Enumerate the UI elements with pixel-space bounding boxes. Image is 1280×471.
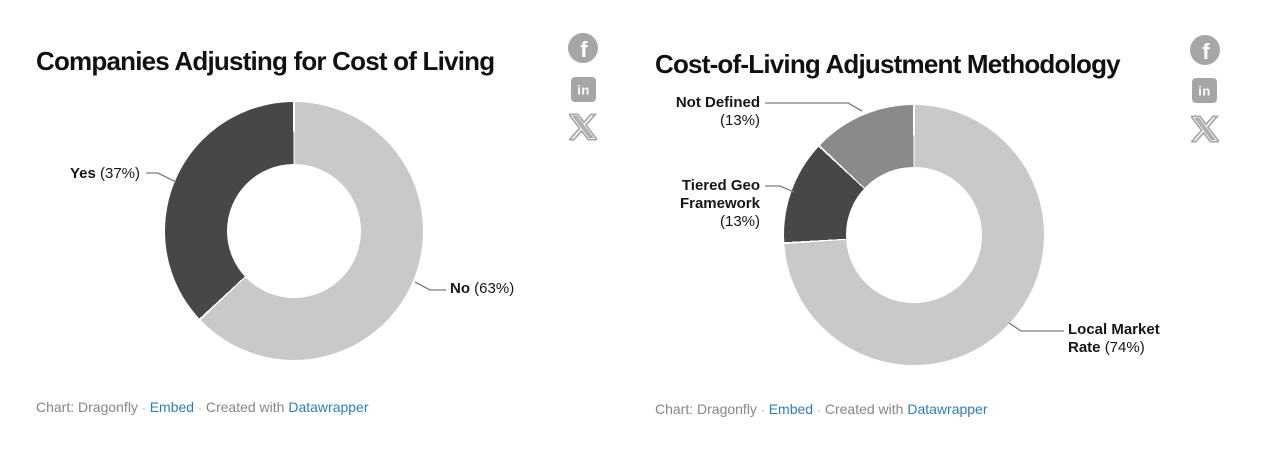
x-logo-path xyxy=(1191,115,1219,143)
slice-label-local-market-pct: (74%) xyxy=(1104,339,1145,356)
footer-created-with: Created with xyxy=(205,399,285,415)
slice-label-not-defined: Not Defined (13%) xyxy=(660,94,760,130)
embed-link[interactable]: Embed xyxy=(768,401,814,417)
page-title: Companies Adjusting for Cost of Living xyxy=(36,46,495,77)
footer-attribution: Chart: Dragonfly xyxy=(655,401,757,417)
leader-line-tiered-geo xyxy=(765,185,795,193)
donut-hole xyxy=(846,167,982,303)
embed-link[interactable]: Embed xyxy=(149,399,195,415)
footer-separator: · xyxy=(760,403,765,417)
leader-line-not-defined xyxy=(765,102,863,112)
footer-attribution: Chart: Dragonfly xyxy=(36,399,138,415)
chart-footer: Chart: Dragonfly · Embed · Created with … xyxy=(36,399,369,416)
leader-line-no xyxy=(414,281,446,291)
facebook-f-glyph: f xyxy=(580,36,588,62)
slice-label-not-defined-name: Not Defined xyxy=(675,94,760,111)
slice-label-yes-name: Yes xyxy=(69,165,96,182)
slice-label-yes: Yes (37%) xyxy=(30,165,140,183)
footer-separator: · xyxy=(141,401,146,415)
linkedin-in-glyph: in xyxy=(1198,83,1211,98)
x-logo-path xyxy=(569,113,597,141)
datawrapper-link[interactable]: Datawrapper xyxy=(288,399,369,415)
datawrapper-link[interactable]: Datawrapper xyxy=(907,401,988,417)
slice-label-tiered-geo: Tiered Geo Framework (13%) xyxy=(660,177,760,231)
facebook-share-icon[interactable]: f xyxy=(1190,35,1220,65)
slice-label-not-defined-pct: (13%) xyxy=(719,112,760,129)
slice-label-no-name: No xyxy=(450,280,470,297)
donut-chart-adjustment-methodology[interactable] xyxy=(784,105,1044,365)
linkedin-share-icon[interactable]: in xyxy=(1192,78,1217,103)
facebook-f-glyph: f xyxy=(1202,38,1210,64)
linkedin-share-icon[interactable]: in xyxy=(571,77,596,102)
donut-chart-companies-adjusting[interactable] xyxy=(165,102,423,360)
slice-label-local-market-name: Local Market Rate xyxy=(1068,321,1160,356)
footer-created-with: Created with xyxy=(824,401,904,417)
leader-line-local-market xyxy=(1008,322,1064,332)
linkedin-in-glyph: in xyxy=(577,82,590,97)
page-title-right: Cost-of-Living Adjustment Methodology xyxy=(655,49,1121,80)
slice-label-yes-pct: (37%) xyxy=(99,165,140,182)
donut-hole xyxy=(226,163,362,299)
footer-separator: · xyxy=(816,403,821,417)
slice-label-no: No (63%) xyxy=(450,280,590,298)
x-share-icon[interactable] xyxy=(569,113,597,141)
x-share-icon[interactable] xyxy=(1191,115,1219,143)
chart-footer: Chart: Dragonfly · Embed · Created with … xyxy=(655,401,988,418)
slice-label-tiered-geo-pct: (13%) xyxy=(719,213,760,230)
footer-separator: · xyxy=(197,401,202,415)
leader-line-yes xyxy=(146,172,177,183)
slice-label-tiered-geo-name: Tiered Geo Framework xyxy=(679,177,760,212)
slice-label-no-pct: (63%) xyxy=(474,280,515,297)
slice-label-local-market: Local Market Rate (74%) xyxy=(1068,321,1182,357)
facebook-share-icon[interactable]: f xyxy=(568,33,598,63)
